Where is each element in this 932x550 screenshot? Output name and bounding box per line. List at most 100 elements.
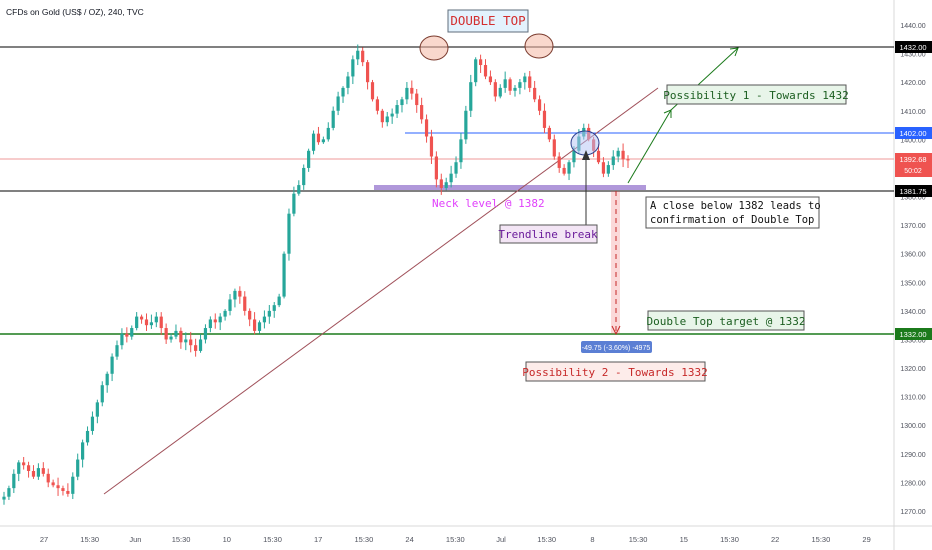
candle-body bbox=[213, 319, 217, 323]
candle-body bbox=[223, 310, 227, 317]
candle-body bbox=[508, 79, 512, 91]
target-box[interactable] bbox=[647, 310, 805, 331]
candle-body bbox=[390, 113, 394, 117]
possibility-1-box[interactable] bbox=[666, 84, 847, 105]
candle-body bbox=[528, 76, 532, 88]
candle-body bbox=[513, 87, 517, 91]
price-tick-label: 1430.00 bbox=[900, 52, 925, 59]
candle-body bbox=[66, 490, 70, 494]
measure-zone[interactable] bbox=[611, 191, 620, 334]
price-tag-1402: 1402.00 bbox=[899, 129, 926, 138]
candle-body bbox=[262, 316, 267, 323]
candle-body bbox=[105, 373, 109, 386]
candle-body bbox=[164, 328, 168, 340]
candle-body bbox=[395, 105, 399, 114]
candle-body bbox=[208, 319, 212, 329]
candle-body bbox=[135, 316, 139, 329]
time-tick-label: 27 bbox=[40, 535, 48, 544]
candle-body bbox=[434, 156, 438, 180]
candle-body bbox=[169, 336, 173, 340]
candle-body bbox=[41, 468, 45, 474]
price-tick-label: 1420.00 bbox=[900, 80, 925, 87]
candle-body bbox=[542, 110, 547, 128]
time-tick-label: 15:30 bbox=[355, 535, 374, 544]
time-tick-label: 15:30 bbox=[720, 535, 739, 544]
candle-body bbox=[194, 345, 198, 351]
candle-body bbox=[424, 119, 429, 137]
candle-body bbox=[81, 442, 85, 460]
candle-body bbox=[572, 150, 576, 163]
candle-body bbox=[370, 82, 375, 100]
candle-body bbox=[518, 82, 522, 88]
trendline-break-marker[interactable] bbox=[570, 130, 600, 156]
price-tick-label: 1410.00 bbox=[900, 109, 925, 116]
trendline-break-arrowhead bbox=[582, 150, 590, 160]
possibility-1-arrowhead bbox=[729, 47, 739, 57]
candle-body bbox=[415, 93, 419, 106]
candle-body bbox=[307, 150, 311, 168]
trendline-break-box[interactable] bbox=[499, 224, 598, 244]
candle-body bbox=[71, 476, 75, 494]
candle-body bbox=[444, 182, 448, 188]
candle-body bbox=[331, 110, 335, 128]
candle-body bbox=[184, 339, 188, 343]
candle-body bbox=[12, 473, 16, 489]
price-tag-1432: 1432.00 bbox=[899, 43, 926, 52]
candle-body bbox=[557, 156, 561, 168]
candle-body bbox=[287, 213, 291, 254]
candle-body bbox=[478, 59, 483, 66]
candle-body bbox=[562, 167, 566, 174]
candle-body bbox=[297, 185, 301, 194]
candle-body bbox=[277, 296, 281, 306]
double-top-peak-2-marker[interactable] bbox=[524, 33, 554, 59]
candle-body bbox=[51, 482, 55, 486]
candle-body bbox=[351, 59, 355, 77]
candle-body bbox=[449, 173, 453, 183]
candle-body bbox=[567, 162, 571, 174]
plot-area[interactable] bbox=[0, 0, 894, 526]
candle-body bbox=[316, 133, 321, 143]
candle-body bbox=[361, 50, 365, 63]
candle-body bbox=[115, 345, 119, 357]
double-top-label: DOUBLE TOP bbox=[450, 13, 525, 28]
candle-body bbox=[125, 333, 129, 337]
time-tick-label: 29 bbox=[862, 535, 870, 544]
candle-body bbox=[439, 179, 443, 188]
price-tag-1332: 1332.00 bbox=[899, 330, 926, 339]
time-tick-label: 17 bbox=[314, 535, 322, 544]
candle-body bbox=[459, 139, 463, 163]
double-top-peak-1-marker[interactable] bbox=[419, 35, 449, 61]
candle-body bbox=[90, 416, 95, 431]
candle-body bbox=[120, 333, 124, 346]
candle-body bbox=[596, 150, 601, 163]
time-tick-label: 15:30 bbox=[263, 535, 282, 544]
rising-trendline[interactable] bbox=[103, 87, 659, 495]
candle-body bbox=[380, 110, 384, 123]
possibility-2-box[interactable] bbox=[525, 361, 706, 382]
price-tick-label: 1320.00 bbox=[900, 366, 925, 373]
candle-body bbox=[341, 87, 345, 97]
candle-body bbox=[144, 319, 149, 326]
time-tick-label: 15:30 bbox=[537, 535, 556, 544]
candle-body bbox=[429, 136, 434, 157]
confirmation-note-box[interactable] bbox=[645, 196, 820, 229]
double-top-label-box[interactable] bbox=[447, 9, 529, 33]
candle-body bbox=[203, 328, 208, 340]
candle-body bbox=[100, 385, 104, 403]
candle-body bbox=[552, 139, 556, 157]
neck-level-band[interactable] bbox=[374, 185, 646, 190]
candle-body bbox=[488, 76, 493, 83]
candle-body bbox=[493, 82, 497, 97]
target-label: Double Top target @ 1332 bbox=[647, 315, 806, 328]
candle-body bbox=[537, 99, 542, 111]
candle-body bbox=[616, 150, 620, 157]
candle-body bbox=[149, 322, 154, 326]
candle-body bbox=[454, 162, 458, 174]
candle-body bbox=[154, 316, 158, 323]
time-tick-label: Jul bbox=[496, 535, 506, 544]
candle-body bbox=[611, 156, 615, 166]
time-tick-label: 22 bbox=[771, 535, 779, 544]
measure-badge[interactable] bbox=[581, 341, 652, 353]
price-tag-1432-bg bbox=[895, 41, 932, 53]
